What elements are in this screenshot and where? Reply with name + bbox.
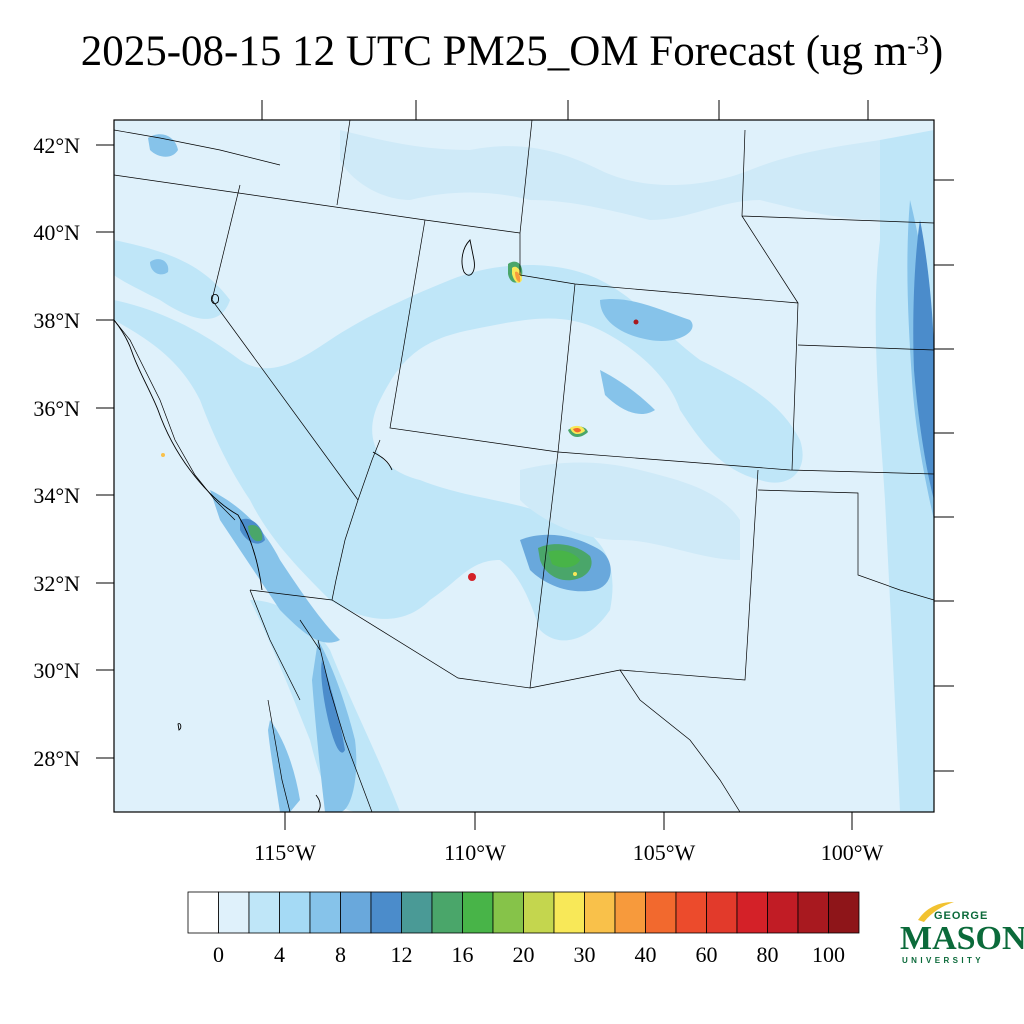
lat-label: 42°N xyxy=(33,133,80,158)
lat-label: 40°N xyxy=(33,220,80,245)
title-text: 2025-08-15 12 UTC PM25_OM Forecast (ug m xyxy=(80,28,908,75)
map-frame xyxy=(113,119,935,813)
colorbar-swatch xyxy=(675,891,707,934)
colorbar-label: 40 xyxy=(635,942,657,967)
gmu-logo: GEORGE MASON UNIVERSITY xyxy=(894,898,1024,968)
lon-label: 100°W xyxy=(821,840,884,865)
lon-label: 115°W xyxy=(254,840,316,865)
colorbar-swatch xyxy=(431,891,463,934)
colorbar-label: 80 xyxy=(757,942,779,967)
lon-label: 110°W xyxy=(444,840,506,865)
colorbar-swatch xyxy=(767,891,799,934)
colorbar-label: 0 xyxy=(213,942,224,967)
colorbar-swatch xyxy=(614,891,646,934)
colorbar-swatch xyxy=(309,891,341,934)
lat-label: 30°N xyxy=(33,658,80,683)
colorbar-swatch xyxy=(187,891,219,934)
lat-label: 34°N xyxy=(33,483,80,508)
logo-george-text: GEORGE xyxy=(934,910,989,922)
title-close: ) xyxy=(928,28,944,75)
lon-label: 105°W xyxy=(633,840,696,865)
lat-label: 32°N xyxy=(33,571,80,596)
lat-label: 28°N xyxy=(33,746,80,771)
colorbar-label: 60 xyxy=(696,942,718,967)
colorbar-label: 20 xyxy=(513,942,535,967)
state-boundaries xyxy=(114,120,934,812)
logo-mason-text: MASON xyxy=(900,920,1024,957)
title-exponent: -3 xyxy=(907,31,929,60)
lat-label: 36°N xyxy=(33,396,80,421)
colorbar-swatch xyxy=(401,891,433,934)
colorbar-swatch xyxy=(492,891,524,934)
colorbar-swatch xyxy=(248,891,280,934)
colorbar-label: 8 xyxy=(335,942,346,967)
colorbar-swatch xyxy=(645,891,677,934)
ticks xyxy=(96,100,954,830)
colorbar-swatch xyxy=(736,891,768,934)
colorbar-label: 16 xyxy=(452,942,474,967)
colorbar-swatch xyxy=(706,891,738,934)
colorbar-swatch xyxy=(553,891,585,934)
colorbar-swatch xyxy=(828,891,860,934)
colorbar-swatch xyxy=(340,891,372,934)
colorbar-swatch xyxy=(462,891,494,934)
colorbar-label: 4 xyxy=(274,942,285,967)
colorbar-swatch xyxy=(370,891,402,934)
colorbar-swatch xyxy=(797,891,829,934)
colorbar-swatch xyxy=(279,891,311,934)
colorbar-label: 100 xyxy=(812,942,845,967)
colorbar xyxy=(187,891,860,934)
colorbar-swatch xyxy=(218,891,250,934)
coastline xyxy=(114,239,475,812)
pollution-field xyxy=(114,130,934,812)
colorbar-label: 12 xyxy=(391,942,413,967)
colorbar-label: 30 xyxy=(574,942,596,967)
logo-university-text: UNIVERSITY xyxy=(902,956,985,965)
page-title: 2025-08-15 12 UTC PM25_OM Forecast (ug m… xyxy=(0,22,1024,82)
colorbar-swatch xyxy=(584,891,616,934)
logo-swoosh-icon xyxy=(918,902,954,922)
colorbar-swatch xyxy=(523,891,555,934)
colorbar-labels: 0 4 8 12 16 20 30 40 60 80 100 xyxy=(213,942,845,967)
lat-label: 38°N xyxy=(33,308,80,333)
